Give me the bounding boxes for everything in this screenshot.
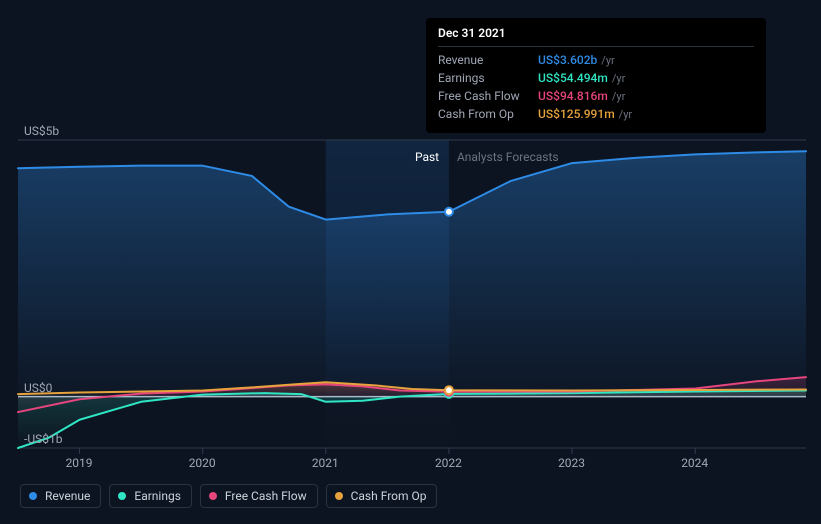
- financials-chart: US$5b US$0 -US$1b 2019 2020 2021 2022 2023 2024…: [0, 0, 821, 524]
- tooltip-row: Free Cash FlowUS$94.816m/yr: [438, 87, 754, 105]
- legend-item-label: Cash From Op: [351, 489, 427, 503]
- legend-item-cash-from-op[interactable]: Cash From Op: [326, 484, 438, 508]
- tooltip-row: Cash From OpUS$125.991m/yr: [438, 105, 754, 123]
- legend-dot-icon: [29, 492, 37, 500]
- section-label-past: Past: [415, 150, 439, 164]
- tooltip-row-value: US$94.816m: [538, 89, 608, 103]
- x-axis-tick: 2019: [66, 456, 93, 470]
- legend-dot-icon: [209, 492, 217, 500]
- tooltip-row-unit: /yr: [612, 90, 625, 103]
- legend-item-label: Revenue: [45, 489, 90, 503]
- x-axis-tick: 2023: [558, 456, 585, 470]
- section-label-forecast: Analysts Forecasts: [457, 150, 559, 164]
- tooltip-row-label: Revenue: [438, 53, 538, 67]
- x-axis-tick: 2020: [189, 456, 216, 470]
- x-axis-tick: 2021: [312, 456, 339, 470]
- tooltip-row-value: US$125.991m: [538, 107, 615, 121]
- legend-item-label: Free Cash Flow: [225, 489, 307, 503]
- y-axis-tick: US$5b: [24, 124, 59, 138]
- tooltip-row-label: Earnings: [438, 71, 538, 85]
- tooltip-row-value: US$54.494m: [538, 71, 608, 85]
- legend-dot-icon: [335, 492, 343, 500]
- tooltip-row: RevenueUS$3.602b/yr: [438, 51, 754, 69]
- x-axis-tick: 2024: [681, 456, 708, 470]
- tooltip-row: EarningsUS$54.494m/yr: [438, 69, 754, 87]
- tooltip-date: Dec 31 2021: [438, 26, 754, 47]
- tooltip-row-unit: /yr: [601, 54, 614, 67]
- tooltip-row-unit: /yr: [619, 108, 632, 121]
- x-axis-tick: 2022: [435, 456, 462, 470]
- tooltip-row-unit: /yr: [612, 72, 625, 85]
- y-axis-tick: -US$1b: [24, 432, 62, 446]
- tooltip-row-value: US$3.602b: [538, 53, 597, 67]
- legend-item-free-cash-flow[interactable]: Free Cash Flow: [200, 484, 318, 508]
- tooltip-row-label: Free Cash Flow: [438, 89, 538, 103]
- legend-dot-icon: [118, 492, 126, 500]
- tooltip-row-label: Cash From Op: [438, 107, 538, 121]
- legend-item-earnings[interactable]: Earnings: [109, 484, 192, 508]
- chart-legend: Revenue Earnings Free Cash Flow Cash From O…: [20, 484, 437, 508]
- chart-tooltip: Dec 31 2021 RevenueUS$3.602b/yrEarningsU…: [426, 18, 766, 133]
- legend-item-label: Earnings: [134, 489, 181, 503]
- y-axis-tick: US$0: [24, 381, 52, 395]
- legend-item-revenue[interactable]: Revenue: [20, 484, 101, 508]
